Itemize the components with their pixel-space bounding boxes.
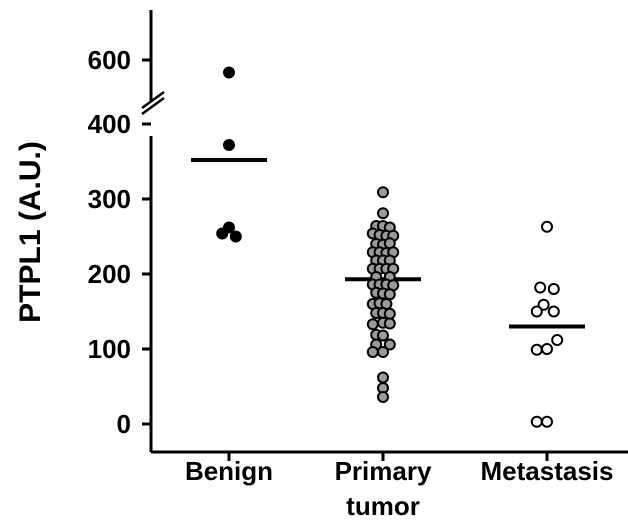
data-point	[541, 343, 553, 355]
y-tick-label: 400	[88, 109, 131, 139]
data-point	[530, 415, 543, 428]
data-point	[377, 391, 389, 403]
data-point	[377, 371, 389, 384]
y-tick-label: 600	[88, 45, 131, 75]
data-point	[547, 305, 560, 318]
x-category-label: Primary	[335, 456, 432, 486]
data-point	[377, 329, 389, 342]
axis-break-mark	[141, 96, 165, 116]
x-category-label: Benign	[185, 456, 273, 486]
data-point	[229, 230, 242, 243]
y-tick-label: 200	[88, 259, 131, 289]
data-point	[366, 318, 379, 331]
data-point	[223, 221, 235, 234]
axis-labels: Benign Primary tumor Metastasis	[185, 456, 614, 521]
axis-break-mark	[141, 90, 165, 110]
y-axis-title: PTPL1 (A.U.)	[14, 141, 47, 323]
y-axis-ticks: 0 100 200 300 400 600	[88, 45, 151, 439]
data-point	[223, 139, 235, 151]
data-point	[223, 66, 235, 79]
data-point	[383, 307, 396, 320]
data-point	[551, 334, 564, 346]
data-point	[383, 338, 396, 351]
data-point	[537, 298, 550, 311]
data-point	[541, 220, 553, 233]
data-points	[216, 66, 564, 428]
data-point	[547, 283, 560, 295]
data-point	[530, 305, 543, 318]
data-point	[530, 343, 543, 356]
data-point	[366, 346, 379, 358]
x-axis-ticks	[227, 452, 549, 461]
y-tick-label: 0	[117, 409, 131, 439]
data-point	[377, 186, 389, 199]
y-tick-label: 100	[88, 334, 131, 364]
median-lines	[191, 158, 585, 329]
x-category-label: Metastasis	[481, 456, 614, 486]
x-category-label: tumor	[346, 491, 420, 521]
y-tick-label: 300	[88, 184, 131, 214]
data-point	[383, 288, 396, 301]
data-point	[534, 281, 547, 294]
data-point	[377, 207, 389, 220]
data-point	[377, 346, 389, 358]
data-point	[541, 415, 553, 428]
data-point	[383, 317, 396, 330]
